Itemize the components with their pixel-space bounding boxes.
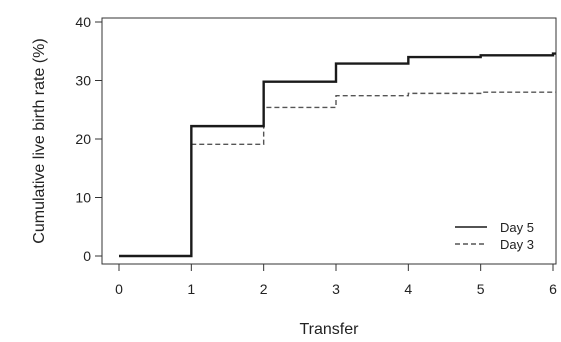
day-5-series-line <box>119 52 556 258</box>
day-3-series-line <box>119 91 556 257</box>
x-tick-label: 5 <box>477 281 485 297</box>
y-axis-label: Cumulative live birth rate (%) <box>31 38 48 243</box>
x-tick-label: 6 <box>549 281 557 297</box>
y-tick-label: 30 <box>75 73 91 89</box>
y-tick-label: 40 <box>75 14 91 30</box>
x-axis-label: Transfer <box>300 321 360 338</box>
y-tick-label: 0 <box>83 248 91 264</box>
x-tick-label: 4 <box>404 281 412 297</box>
legend-label-day-3: Day 3 <box>500 237 534 252</box>
series-layer <box>119 52 556 258</box>
legend-label-day-5: Day 5 <box>500 220 534 235</box>
x-tick-label: 3 <box>332 281 340 297</box>
axes: 0 10 20 30 40 0 1 2 3 4 5 6 <box>75 14 557 297</box>
x-tick-label: 1 <box>187 281 195 297</box>
y-tick-label: 20 <box>75 131 91 147</box>
x-tick-label: 2 <box>260 281 268 297</box>
y-tick-label: 10 <box>75 190 91 206</box>
legend: Day 5 Day 3 <box>455 220 534 252</box>
plot-frame <box>101 17 557 265</box>
x-tick-label: 0 <box>115 281 123 297</box>
